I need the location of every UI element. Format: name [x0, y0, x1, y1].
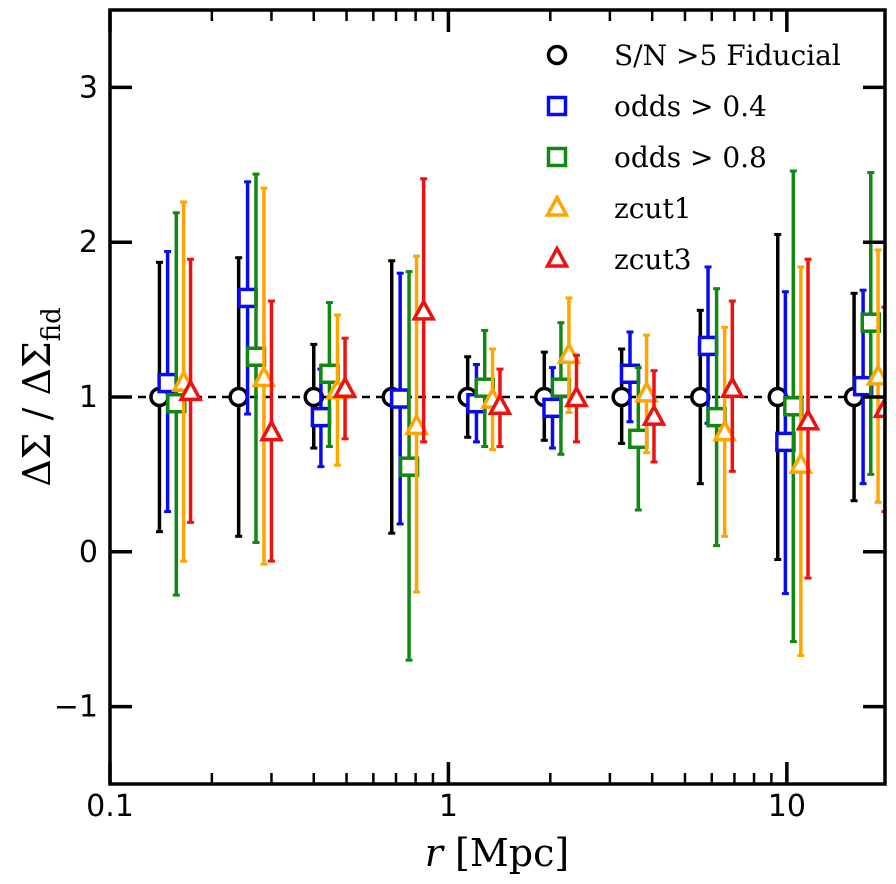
data-point — [641, 402, 667, 426]
legend-label: zcut1 — [614, 192, 692, 225]
y-tick-label: 1 — [79, 380, 98, 415]
data-point — [487, 392, 513, 416]
x-tick-label: 1 — [439, 789, 458, 824]
series-5 — [178, 177, 885, 580]
legend-label: zcut3 — [614, 243, 692, 276]
data-point — [310, 406, 332, 428]
x-axis-label: r [Mpc] — [425, 831, 569, 875]
legend-entry: S/N >5 Fiducial — [546, 39, 841, 72]
series-2 — [157, 180, 874, 596]
y-tick-label: 0 — [79, 535, 98, 570]
x-tick-label: 0.1 — [86, 789, 134, 824]
data-point — [872, 395, 885, 419]
y-tick-label: 2 — [79, 225, 98, 260]
data-point — [712, 418, 738, 442]
legend-marker — [544, 193, 570, 217]
legend-marker — [546, 44, 568, 66]
legend-marker — [546, 146, 568, 168]
data-point — [556, 341, 582, 364]
series-3 — [166, 169, 882, 662]
data-point — [228, 386, 249, 408]
data-point — [251, 364, 277, 388]
data-point — [690, 386, 711, 408]
data-point — [775, 431, 796, 453]
tick-layer — [108, 10, 885, 784]
data-point — [411, 297, 437, 321]
legend-label: S/N >5 Fiducial — [614, 39, 841, 72]
legend-label: odds > 0.8 — [614, 141, 767, 174]
data-point — [719, 375, 745, 399]
data-point — [550, 377, 572, 398]
tick-label-layer: −1 0 1 2 3 0.1 1 10 — [54, 70, 806, 824]
data-point — [259, 418, 284, 442]
data-layer — [149, 169, 885, 662]
data-point — [795, 407, 821, 431]
data-point — [389, 388, 411, 409]
legend-label: odds > 0.4 — [614, 90, 767, 123]
data-point — [611, 386, 632, 408]
data-point — [178, 378, 204, 402]
data-point — [319, 363, 340, 385]
data-point — [332, 375, 358, 399]
data-point — [697, 335, 719, 357]
legend: S/N >5 Fiducial odds > 0.4 odds > 0.8 zcut1… — [544, 39, 841, 276]
legend-entry: zcut3 — [544, 243, 692, 276]
legend-entry: zcut1 — [544, 192, 692, 225]
legend-marker — [546, 95, 568, 117]
data-point — [542, 397, 563, 419]
data-point — [634, 379, 659, 403]
data-point — [564, 384, 589, 408]
x-tick-label: 10 — [768, 789, 806, 824]
data-point — [628, 428, 649, 450]
legend-marker — [544, 244, 570, 268]
data-point — [404, 412, 429, 436]
data-point — [237, 287, 258, 309]
y-tick-label: −1 — [54, 690, 98, 725]
data-point — [788, 450, 814, 474]
data-point — [865, 362, 885, 386]
legend-entry: odds > 0.8 — [546, 141, 767, 174]
legend-entry: odds > 0.4 — [546, 90, 767, 123]
data-point — [245, 346, 267, 368]
y-tick-label: 3 — [79, 70, 98, 105]
